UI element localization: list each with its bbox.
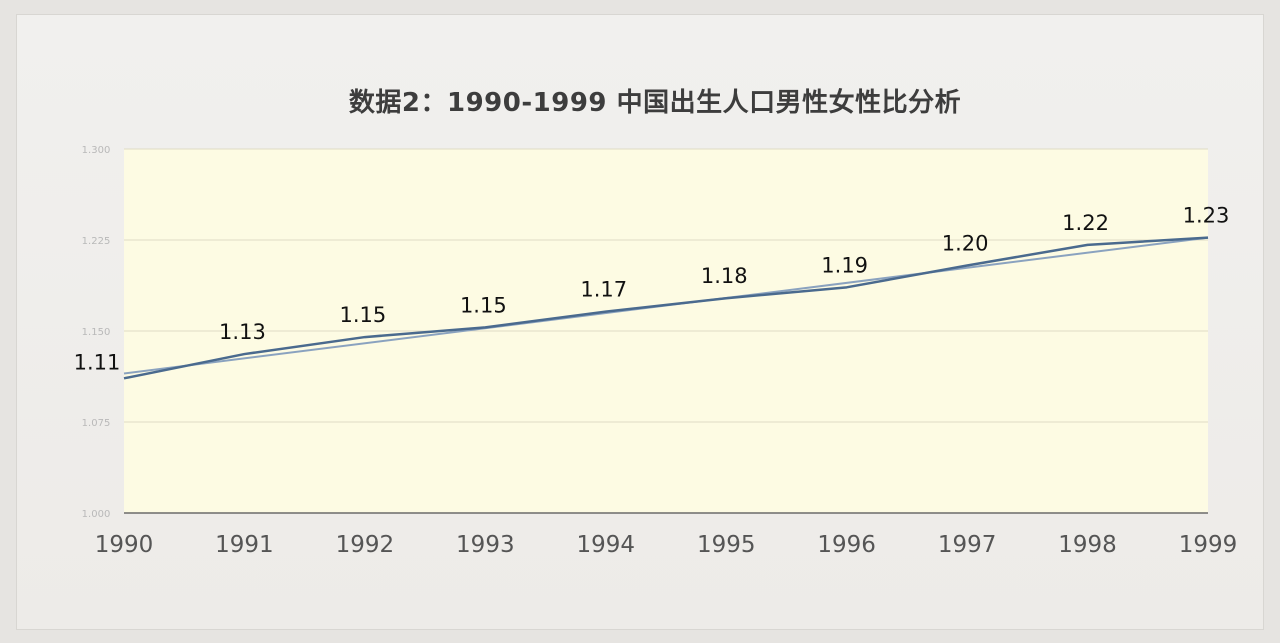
data-label: 1.15 xyxy=(460,293,507,317)
chart-title: 数据2：1990-1999 中国出生人口男性女性比分析 xyxy=(348,88,962,118)
y-tick-label: 1.225 xyxy=(82,236,111,247)
y-tick-label: 1.075 xyxy=(82,418,111,429)
x-tick-label: 1991 xyxy=(215,532,274,558)
data-label: 1.18 xyxy=(701,264,748,288)
data-label: 1.20 xyxy=(942,231,989,255)
data-label: 1.23 xyxy=(1183,204,1230,228)
x-tick-label: 1996 xyxy=(817,532,876,558)
y-tick-label: 1.300 xyxy=(82,145,111,156)
x-tick-label: 1999 xyxy=(1179,532,1238,558)
y-tick-label: 1.150 xyxy=(82,327,111,338)
data-labels: 1.11 1.13 1.15 1.15 1.17 1.18 1.19 1.20 1.22 1.23 xyxy=(74,204,1230,375)
y-axis: 1.000 1.075 1.150 1.225 1.300 xyxy=(82,145,111,520)
x-tick-label: 1994 xyxy=(577,532,636,558)
x-tick-label: 1990 xyxy=(95,532,154,558)
series-line xyxy=(123,236,1209,380)
x-axis: 1990 1991 1992 1993 1994 1995 1996 1997 1998 1999 xyxy=(95,532,1238,558)
x-tick-label: 1992 xyxy=(336,532,395,558)
data-label: 1.15 xyxy=(340,303,387,327)
data-label: 1.17 xyxy=(580,278,627,302)
data-label: 1.22 xyxy=(1062,211,1109,235)
x-tick-label: 1997 xyxy=(938,532,997,558)
x-tick-label: 1993 xyxy=(456,532,515,558)
series-lines xyxy=(123,236,1209,380)
x-tick-label: 1995 xyxy=(697,532,756,558)
gridlines xyxy=(124,148,1208,514)
data-label: 1.13 xyxy=(219,320,266,344)
y-tick-label: 1.000 xyxy=(82,509,111,520)
data-label: 1.11 xyxy=(74,350,121,374)
data-label: 1.19 xyxy=(821,253,868,277)
x-tick-label: 1998 xyxy=(1058,532,1117,558)
